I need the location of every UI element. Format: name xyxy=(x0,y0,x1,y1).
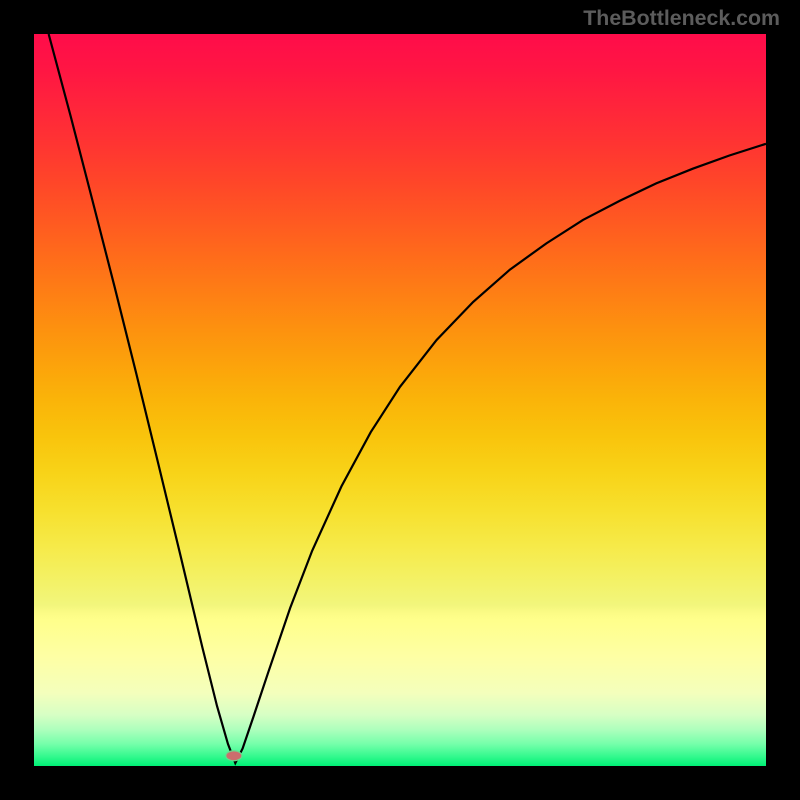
plot-area xyxy=(34,34,766,766)
watermark-label: TheBottleneck.com xyxy=(583,6,780,31)
chart-container: TheBottleneck.com xyxy=(0,0,800,800)
plot-svg xyxy=(34,34,766,766)
min-marker xyxy=(226,751,242,761)
